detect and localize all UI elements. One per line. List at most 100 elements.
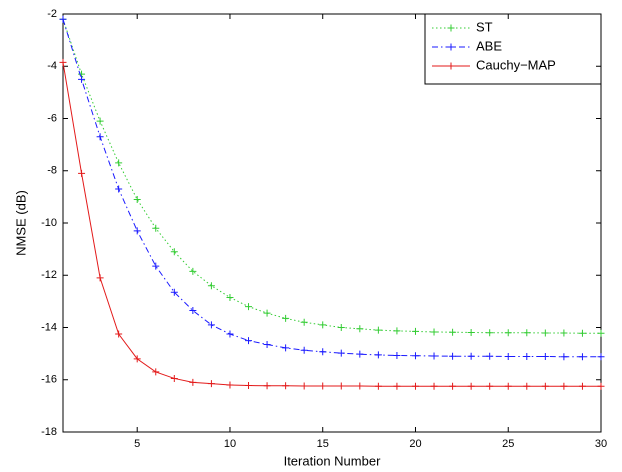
x-tick-label: 10 bbox=[224, 438, 236, 450]
legend-marker bbox=[447, 62, 455, 70]
point-marker bbox=[59, 58, 67, 66]
point-marker bbox=[59, 15, 67, 23]
point-marker bbox=[152, 262, 160, 270]
point-marker bbox=[133, 355, 141, 363]
point-marker bbox=[523, 382, 531, 390]
legend-box bbox=[424, 13, 602, 85]
point-marker bbox=[226, 293, 234, 301]
point-marker bbox=[245, 337, 253, 345]
point-marker bbox=[78, 75, 86, 83]
point-marker bbox=[560, 329, 568, 337]
point-marker bbox=[356, 382, 364, 390]
legend-label: Cauchy−MAP bbox=[476, 57, 556, 72]
point-marker bbox=[282, 382, 290, 390]
point-marker bbox=[170, 374, 178, 382]
point-marker bbox=[449, 352, 457, 360]
point-marker bbox=[337, 349, 345, 357]
point-marker bbox=[96, 117, 104, 125]
point-marker bbox=[152, 368, 160, 376]
point-marker bbox=[133, 195, 141, 203]
point-marker bbox=[393, 351, 401, 359]
y-tick-label: -16 bbox=[41, 374, 57, 386]
point-marker bbox=[245, 381, 253, 389]
point-marker bbox=[393, 382, 401, 390]
point-marker bbox=[430, 352, 438, 360]
point-marker bbox=[560, 353, 568, 361]
point-marker bbox=[504, 329, 512, 337]
point-marker bbox=[207, 282, 215, 290]
point-marker bbox=[226, 330, 234, 338]
y-tick-label: -6 bbox=[47, 112, 57, 124]
point-marker bbox=[523, 329, 531, 337]
point-marker bbox=[115, 330, 123, 338]
point-marker bbox=[504, 352, 512, 360]
point-marker bbox=[170, 248, 178, 256]
point-marker bbox=[560, 382, 568, 390]
point-marker bbox=[597, 329, 605, 337]
point-marker bbox=[226, 381, 234, 389]
point-marker bbox=[207, 321, 215, 329]
y-tick-label: -12 bbox=[41, 269, 57, 281]
point-marker bbox=[263, 309, 271, 317]
point-marker bbox=[337, 382, 345, 390]
point-marker bbox=[449, 328, 457, 336]
legend-label: ST bbox=[476, 19, 493, 34]
point-marker bbox=[300, 346, 308, 354]
point-marker bbox=[597, 353, 605, 361]
point-marker bbox=[467, 328, 475, 336]
point-marker bbox=[300, 318, 308, 326]
point-marker bbox=[411, 327, 419, 335]
point-marker bbox=[430, 328, 438, 336]
point-marker bbox=[411, 382, 419, 390]
point-marker bbox=[523, 352, 531, 360]
point-marker bbox=[578, 329, 586, 337]
point-marker bbox=[78, 169, 86, 177]
point-marker bbox=[374, 351, 382, 359]
point-marker bbox=[207, 380, 215, 388]
point-marker bbox=[504, 382, 512, 390]
point-marker bbox=[170, 288, 178, 296]
point-marker bbox=[467, 352, 475, 360]
point-marker bbox=[282, 344, 290, 352]
legend-label: ABE bbox=[476, 38, 502, 53]
y-tick-label: -10 bbox=[41, 217, 57, 229]
point-marker bbox=[374, 326, 382, 334]
point-marker bbox=[374, 382, 382, 390]
x-tick-label: 30 bbox=[595, 438, 607, 450]
point-marker bbox=[115, 159, 123, 167]
point-marker bbox=[245, 303, 253, 311]
point-marker bbox=[282, 314, 290, 322]
y-tick-label: -18 bbox=[41, 426, 57, 438]
point-marker bbox=[356, 350, 364, 358]
x-tick-label: 15 bbox=[317, 438, 329, 450]
y-tick-label: -4 bbox=[47, 60, 57, 72]
plot-frame bbox=[62, 13, 602, 433]
point-marker bbox=[319, 382, 327, 390]
point-marker bbox=[152, 224, 160, 232]
point-marker bbox=[597, 382, 605, 390]
point-marker bbox=[263, 382, 271, 390]
point-marker bbox=[541, 329, 549, 337]
point-marker bbox=[486, 329, 494, 337]
point-marker bbox=[189, 378, 197, 386]
point-marker bbox=[133, 227, 141, 235]
point-marker bbox=[115, 185, 123, 193]
point-marker bbox=[96, 133, 104, 141]
y-tick-label: -14 bbox=[41, 321, 57, 333]
legend-marker bbox=[447, 43, 455, 51]
point-marker bbox=[300, 382, 308, 390]
point-marker bbox=[356, 325, 364, 333]
point-marker bbox=[337, 324, 345, 331]
y-tick-label: -2 bbox=[47, 8, 57, 20]
x-tick-label: 5 bbox=[134, 438, 140, 450]
point-marker bbox=[578, 382, 586, 390]
point-marker bbox=[96, 274, 104, 282]
point-marker bbox=[449, 382, 457, 390]
point-marker bbox=[319, 321, 327, 329]
x-axis-label: Iteration Number bbox=[284, 453, 381, 468]
point-marker bbox=[319, 348, 327, 356]
point-marker bbox=[541, 382, 549, 390]
y-axis-label: NMSE (dB) bbox=[13, 190, 28, 256]
